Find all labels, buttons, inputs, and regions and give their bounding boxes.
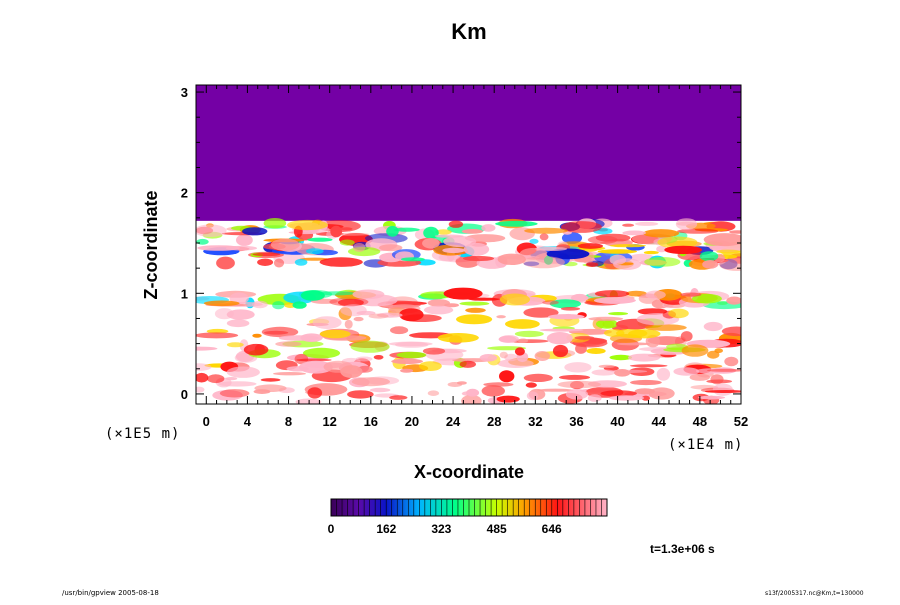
x-tick-label: 52 [734,414,748,429]
chart-title: Km [451,19,486,44]
x-tick-label: 32 [528,414,542,429]
y-scale-label: (×1E5 m) [105,426,180,442]
colorbar: 0 162 323 485 646 [328,498,608,536]
heatmap-field [196,85,741,404]
x-scale-label: (×1E4 m) [668,437,743,453]
turbulent-band [196,218,741,404]
colorbar-tick-label: 0 [328,522,335,536]
x-tick-label: 0 [203,414,210,429]
x-tick-label: 8 [285,414,292,429]
x-axis-label: X-coordinate [414,462,524,482]
x-tick-label: 12 [322,414,336,429]
footer-source: s13f/2005317.nc@Km,t=130000 [765,590,864,597]
x-tick-label: 48 [693,414,707,429]
x-tick-label: 24 [446,414,461,429]
y-tick-label: 0 [181,387,188,402]
y-tick-label: 2 [181,186,188,201]
x-tick-label: 28 [487,414,501,429]
y-tick-label: 1 [181,286,188,301]
x-tick-label: 44 [652,414,667,429]
time-label: t=1.3e+06 s [650,542,715,556]
x-tick-label: 36 [569,414,583,429]
colorbar-tick-label: 323 [431,522,451,536]
y-tick-label: 3 [181,85,188,100]
colorbar-ticks: 0 162 323 485 646 [328,499,608,536]
colorbar-tick-label: 646 [542,522,562,536]
x-tick-label: 4 [244,414,252,429]
footer-command: /usr/bin/gpview 2005-08-18 [62,589,159,597]
colorbar-tick-label: 485 [487,522,507,536]
upper-uniform-region [196,85,741,221]
x-tick-label: 40 [610,414,624,429]
colorbar-tick-label: 162 [376,522,396,536]
x-tick-label: 16 [364,414,378,429]
plot-frame [195,84,742,405]
x-tick-label: 20 [405,414,419,429]
colorbar-frame [330,498,608,517]
y-axis-label: Z-coordinate [141,190,161,299]
